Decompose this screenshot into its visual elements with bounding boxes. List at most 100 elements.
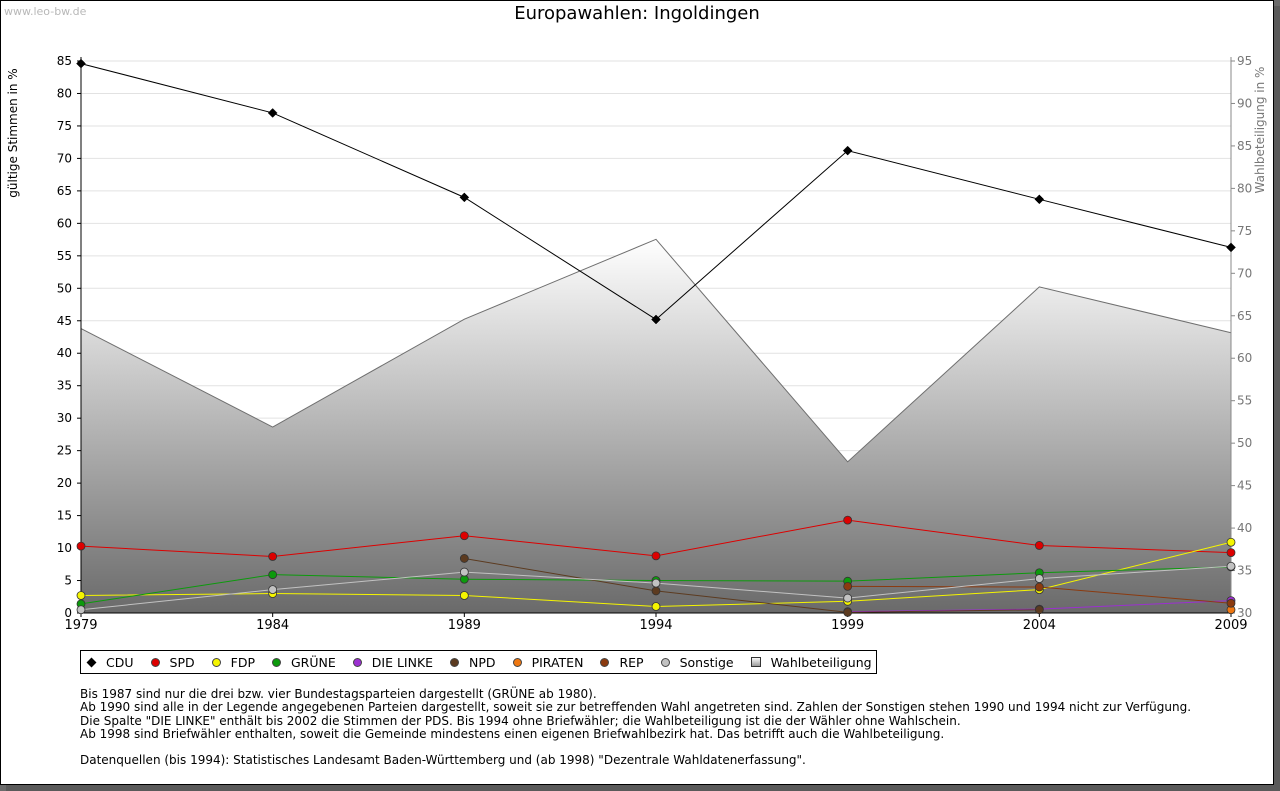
legend-marker-spd <box>150 657 160 667</box>
y-tick-label-right: 55 <box>1237 394 1252 408</box>
legend-label-sonstige: Sonstige <box>679 654 734 670</box>
legend-marker-sonstige <box>660 657 670 667</box>
legend-label-cdu: CDU <box>106 654 134 670</box>
y-tick-label-right: 80 <box>1237 181 1252 195</box>
y-tick-label-right: 70 <box>1237 266 1252 280</box>
point-fdp <box>459 591 469 600</box>
legend-item-rep: REP <box>600 654 644 670</box>
point-npd <box>1034 605 1044 615</box>
legend-marker-gr-ne <box>271 657 281 667</box>
y-tick-label-right: 30 <box>1237 606 1252 620</box>
legend-label-die-linke: DIE LINKE <box>371 654 434 670</box>
y-tick-label-left: 55 <box>57 249 72 263</box>
y-tick-label-left: 65 <box>57 184 72 198</box>
legend-label-gr-ne: GRÜNE <box>290 654 336 670</box>
legend-marker-fdp <box>211 657 221 667</box>
legend-label-piraten: PIRATEN <box>531 654 584 670</box>
watermark: www.leo-bw.de <box>4 5 87 18</box>
legend-item-gr-ne: GRÜNE <box>271 654 336 670</box>
point-fdp <box>1226 537 1236 547</box>
y-tick-label-right: 65 <box>1237 309 1252 323</box>
legend: CDU SPD FDP GRÜNE DIE LINKE NPD PIRATEN REP Sons… <box>80 650 877 674</box>
y-tick-label-right: 35 <box>1237 564 1252 578</box>
point-spd <box>843 515 853 525</box>
y-tick-label-left: 0 <box>64 606 72 620</box>
point-cdu <box>459 192 470 203</box>
wahlbeteiligung-area-edge <box>80 238 1232 463</box>
data-source: Datenquellen (bis 1994): Statistisches L… <box>80 753 806 767</box>
wahlbeteiligung-area-fill <box>81 239 1231 614</box>
footnote-line: Ab 1998 sind Briefwähler enthalten, sowe… <box>80 726 945 741</box>
x-tick-label: 1989 <box>448 618 481 633</box>
legend-marker-rep <box>600 657 610 667</box>
point-cdu <box>76 58 86 69</box>
y-tick-label-left: 70 <box>57 151 72 165</box>
y-tick-label-left: 35 <box>57 379 72 393</box>
point-sonstige <box>268 585 278 595</box>
point-npd <box>843 607 853 617</box>
legend-item-wahlbeteiligung: Wahlbeteiligung <box>750 654 872 670</box>
footnote-line: Die Spalte "DIE LINKE" enthält bis 2002 … <box>80 713 961 728</box>
y-tick-label-right: 90 <box>1237 96 1252 110</box>
series-markers <box>76 58 1236 617</box>
point-sonstige <box>651 578 661 588</box>
point-spd <box>268 552 278 561</box>
legend-item-die-linke: DIE LINKE <box>352 654 434 670</box>
point-spd <box>651 551 661 561</box>
point-cdu <box>651 314 661 325</box>
legend-label-wahlbeteiligung: Wahlbeteiligung <box>770 654 872 670</box>
y-tick-label-right: 95 <box>1237 54 1252 68</box>
point-gr-ne <box>268 570 278 580</box>
frame-shadow-right <box>1274 6 1280 791</box>
point-fdp <box>76 591 86 600</box>
x-tick-label: 1999 <box>831 618 864 633</box>
footnotes: Bis 1987 sind nur die drei bzw. vier Bun… <box>80 687 1192 741</box>
legend-label-spd: SPD <box>169 654 195 670</box>
point-spd <box>76 541 86 551</box>
y-tick-label-left: 30 <box>57 411 72 425</box>
point-cdu <box>1226 242 1236 253</box>
point-npd <box>651 586 661 596</box>
point-sonstige <box>1226 561 1236 571</box>
x-tick-label: 2004 <box>1023 618 1056 633</box>
point-sonstige <box>459 567 469 577</box>
x-tick-label: 1979 <box>64 618 97 633</box>
y-tick-label-left: 80 <box>57 86 72 100</box>
y-tick-label-left: 5 <box>64 574 72 588</box>
point-fdp <box>651 602 661 611</box>
legend-item-sonstige: Sonstige <box>660 654 734 670</box>
y-tick-label-left: 10 <box>57 541 72 555</box>
y-tick-label-left: 45 <box>57 314 72 328</box>
point-spd <box>1226 548 1236 558</box>
y-tick-label-left: 40 <box>57 346 72 360</box>
y-tick-label-right: 45 <box>1237 479 1252 493</box>
legend-item-spd: SPD <box>150 654 195 670</box>
y-tick-label-left: 85 <box>57 54 72 68</box>
legend-label-rep: REP <box>619 654 644 670</box>
y-tick-label-right: 60 <box>1237 351 1252 365</box>
point-rep <box>843 581 853 591</box>
legend-label-npd: NPD <box>469 654 496 670</box>
x-tick-label: 1984 <box>256 618 289 633</box>
footnote-line: Ab 1990 sind alle in der Legende angegeb… <box>80 700 1192 715</box>
legend-item-piraten: PIRATEN <box>512 654 584 670</box>
wahlbeteiligung-area <box>80 238 1232 614</box>
point-cdu <box>842 145 853 156</box>
point-sonstige <box>1034 574 1044 583</box>
y-tick-label-left: 15 <box>57 509 72 523</box>
point-npd <box>459 554 469 563</box>
tick-labels: 0 5 10 15 20 25 30 35 40 45 50 55 60 65 70 75 80 85 30 35 40… <box>57 54 1253 633</box>
legend-item-fdp: FDP <box>211 655 255 670</box>
point-cdu <box>1034 194 1045 205</box>
legend-marker-npd <box>450 657 460 667</box>
y-tick-label-left: 20 <box>57 476 72 490</box>
y-tick-label-right: 75 <box>1237 224 1252 238</box>
line-npd <box>464 557 1040 613</box>
chart-title: Europawahlen: Ingoldingen <box>514 3 760 24</box>
y-tick-label-left: 75 <box>57 119 72 133</box>
point-cdu <box>267 108 278 118</box>
legend-marker-die-linke <box>352 657 362 667</box>
y-tick-label-left: 50 <box>57 281 72 295</box>
legend-marker-wahlbeteiligung <box>750 657 761 667</box>
y-tick-label-right: 40 <box>1237 521 1252 535</box>
